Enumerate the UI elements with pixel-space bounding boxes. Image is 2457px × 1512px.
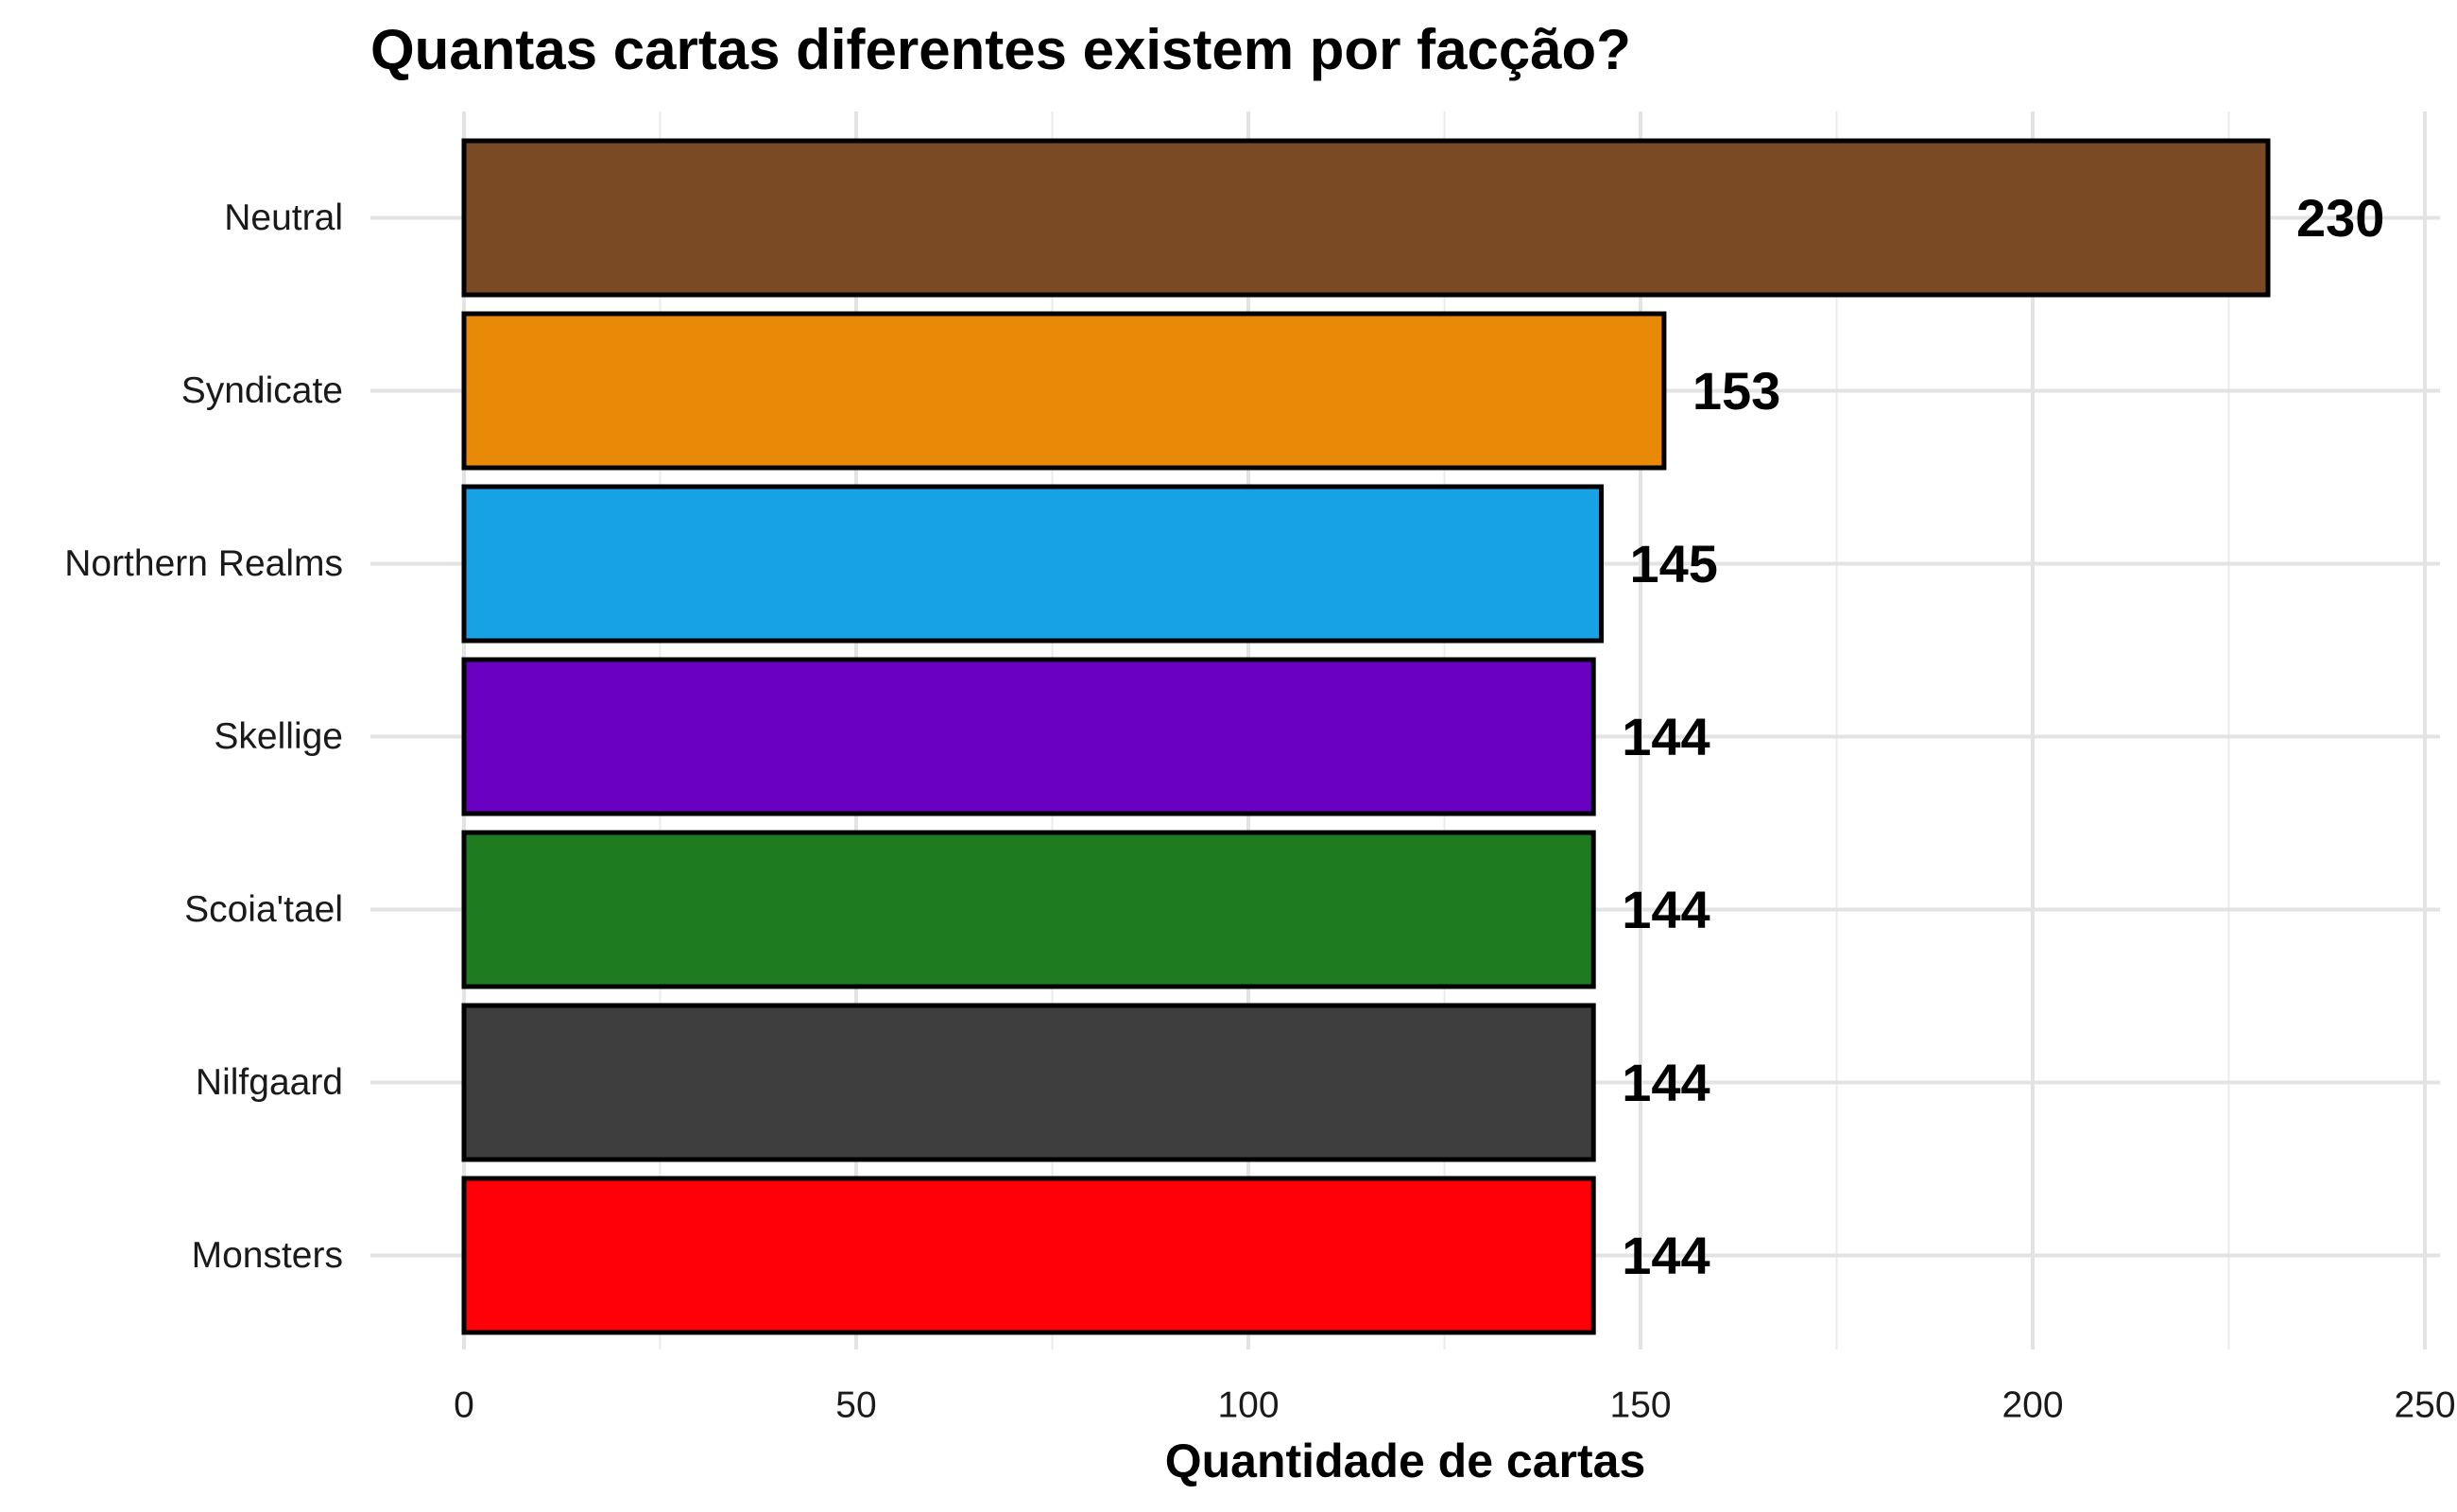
- x-tick-label: 0: [454, 1385, 474, 1426]
- category-label: Scoia'tael: [184, 889, 343, 930]
- bar: [461, 1003, 1596, 1162]
- category-label: Syndicate: [181, 370, 343, 411]
- value-labels: 230 153 145 144 144 144 144: [1622, 188, 2384, 1285]
- category-label: Skellige: [214, 716, 343, 757]
- value-label: 144: [1622, 707, 1710, 766]
- value-label: 144: [1622, 1226, 1710, 1285]
- bars: [461, 138, 2271, 1335]
- x-tick-label: 100: [1217, 1385, 1279, 1426]
- bar: [461, 657, 1596, 816]
- bar: [461, 830, 1596, 989]
- x-tick-labels: 0 50 100 150 200 250: [454, 1385, 2455, 1426]
- chart-title: Quantas cartas diferentes existem por fa…: [370, 18, 1631, 81]
- value-label: 230: [2296, 188, 2384, 248]
- bar: [461, 1176, 1596, 1335]
- x-tick-label: 150: [1609, 1385, 1671, 1426]
- x-tick-label: 250: [2394, 1385, 2455, 1426]
- category-label: Monsters: [192, 1235, 343, 1276]
- x-tick-label: 50: [835, 1385, 876, 1426]
- bar: [461, 138, 2271, 298]
- category-label: Nilfgaard: [196, 1062, 343, 1103]
- category-labels: Neutral Syndicate Northern Realms Skellige S…: [64, 198, 343, 1276]
- category-label: Northern Realms: [64, 543, 343, 584]
- value-label: 144: [1622, 1053, 1710, 1112]
- bar: [461, 484, 1604, 644]
- bar: [461, 311, 1667, 471]
- x-tick-label: 200: [2002, 1385, 2063, 1426]
- category-label: Neutral: [224, 198, 343, 238]
- value-label: 144: [1622, 880, 1710, 939]
- value-label: 153: [1692, 361, 1780, 421]
- x-axis-title: Quantidade de cartas: [1165, 1435, 1646, 1487]
- value-label: 145: [1630, 534, 1718, 593]
